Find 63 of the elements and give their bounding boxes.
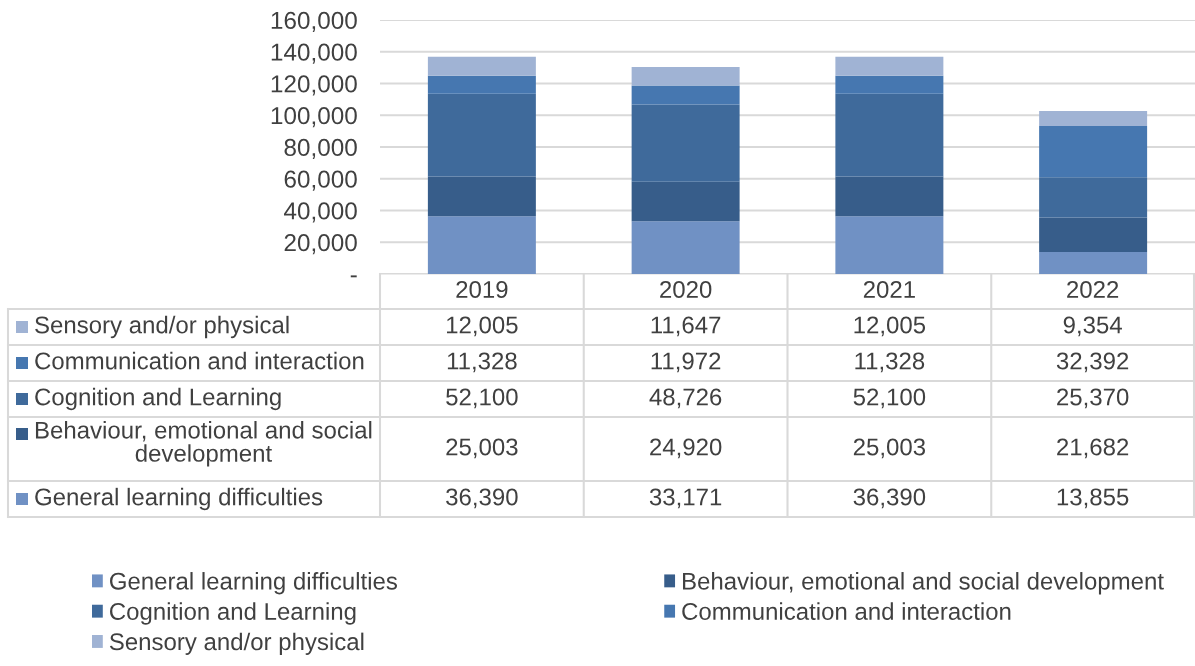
data-label: 13,855 xyxy=(1057,488,1129,509)
legend-label: Behaviour, emotional and social development xyxy=(35,421,372,467)
bar xyxy=(631,85,740,105)
y-tick-label: 60,000 xyxy=(284,170,357,191)
bar xyxy=(1039,217,1148,253)
x-tick-label: 2019 xyxy=(456,280,508,298)
bar xyxy=(631,181,740,222)
data-label: 11,328 xyxy=(855,352,925,373)
data-label: 21,682 xyxy=(1057,438,1129,459)
y-tick-label: 140,000 xyxy=(271,43,357,64)
data-label: 32,392 xyxy=(1056,352,1129,373)
x-tick-label: 2021 xyxy=(863,280,915,298)
data-label: 12,005 xyxy=(854,316,926,337)
data-label: 52,100 xyxy=(853,388,926,409)
bar xyxy=(835,75,944,94)
y-tick-label: 80,000 xyxy=(284,138,357,159)
bar xyxy=(1039,177,1148,218)
bar xyxy=(835,93,944,177)
data-label: 11,328 xyxy=(447,352,517,373)
bar xyxy=(427,56,536,76)
bar xyxy=(1039,252,1148,274)
y-tick-label: - xyxy=(350,275,357,278)
bar xyxy=(631,66,740,86)
legend-label: Sensory and/or physical xyxy=(35,315,289,339)
bar xyxy=(631,221,740,274)
data-label: 25,003 xyxy=(853,438,926,459)
y-tick-label: 100,000 xyxy=(271,107,357,128)
data-label: 52,100 xyxy=(446,388,518,409)
x-tick-label: 2020 xyxy=(660,280,712,298)
text: Behaviour, emotional and social development xyxy=(683,572,1164,595)
text: Cognition and Learning xyxy=(110,602,356,625)
data-label: 25,370 xyxy=(1057,388,1129,409)
bar xyxy=(835,176,944,217)
legend-label: General learning difficulties xyxy=(35,487,323,511)
bar xyxy=(427,176,536,217)
text: Sensory and/or physical xyxy=(109,632,364,655)
data-label: 48,726 xyxy=(649,388,722,409)
y-tick-label: 120,000 xyxy=(271,75,357,96)
text: Communication and interaction xyxy=(682,602,1011,620)
bar xyxy=(631,104,740,182)
text: General learning difficulties xyxy=(110,572,397,595)
data-label: 33,171 xyxy=(649,488,722,509)
bar xyxy=(835,216,944,274)
data-label: 25,003 xyxy=(446,438,518,459)
bar xyxy=(427,216,536,274)
legend-label: Cognition and Learning xyxy=(35,387,281,411)
bar xyxy=(835,56,944,76)
bar xyxy=(1039,111,1148,126)
data-label: 36,390 xyxy=(446,488,518,509)
bar xyxy=(427,75,536,94)
y-tick-label: 20,000 xyxy=(284,234,357,255)
bar xyxy=(427,93,536,177)
y-tick-label: 160,000 xyxy=(271,11,357,32)
bar xyxy=(1039,125,1148,178)
data-label: 11,972 xyxy=(651,352,721,373)
y-tick-label: 40,000 xyxy=(284,202,357,223)
data-label: 12,005 xyxy=(447,316,518,337)
data-label: 9,354 xyxy=(1063,316,1122,337)
data-label: 36,390 xyxy=(853,488,926,509)
data-label: 24,920 xyxy=(650,438,722,459)
data-label: 11,647 xyxy=(651,316,721,337)
x-tick-label: 2022 xyxy=(1067,280,1119,298)
legend-label: Communication and interaction xyxy=(35,351,364,370)
